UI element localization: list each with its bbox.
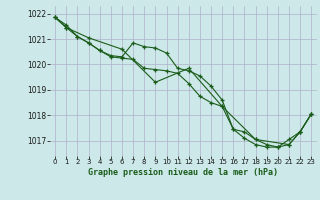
X-axis label: Graphe pression niveau de la mer (hPa): Graphe pression niveau de la mer (hPa) <box>88 168 278 177</box>
